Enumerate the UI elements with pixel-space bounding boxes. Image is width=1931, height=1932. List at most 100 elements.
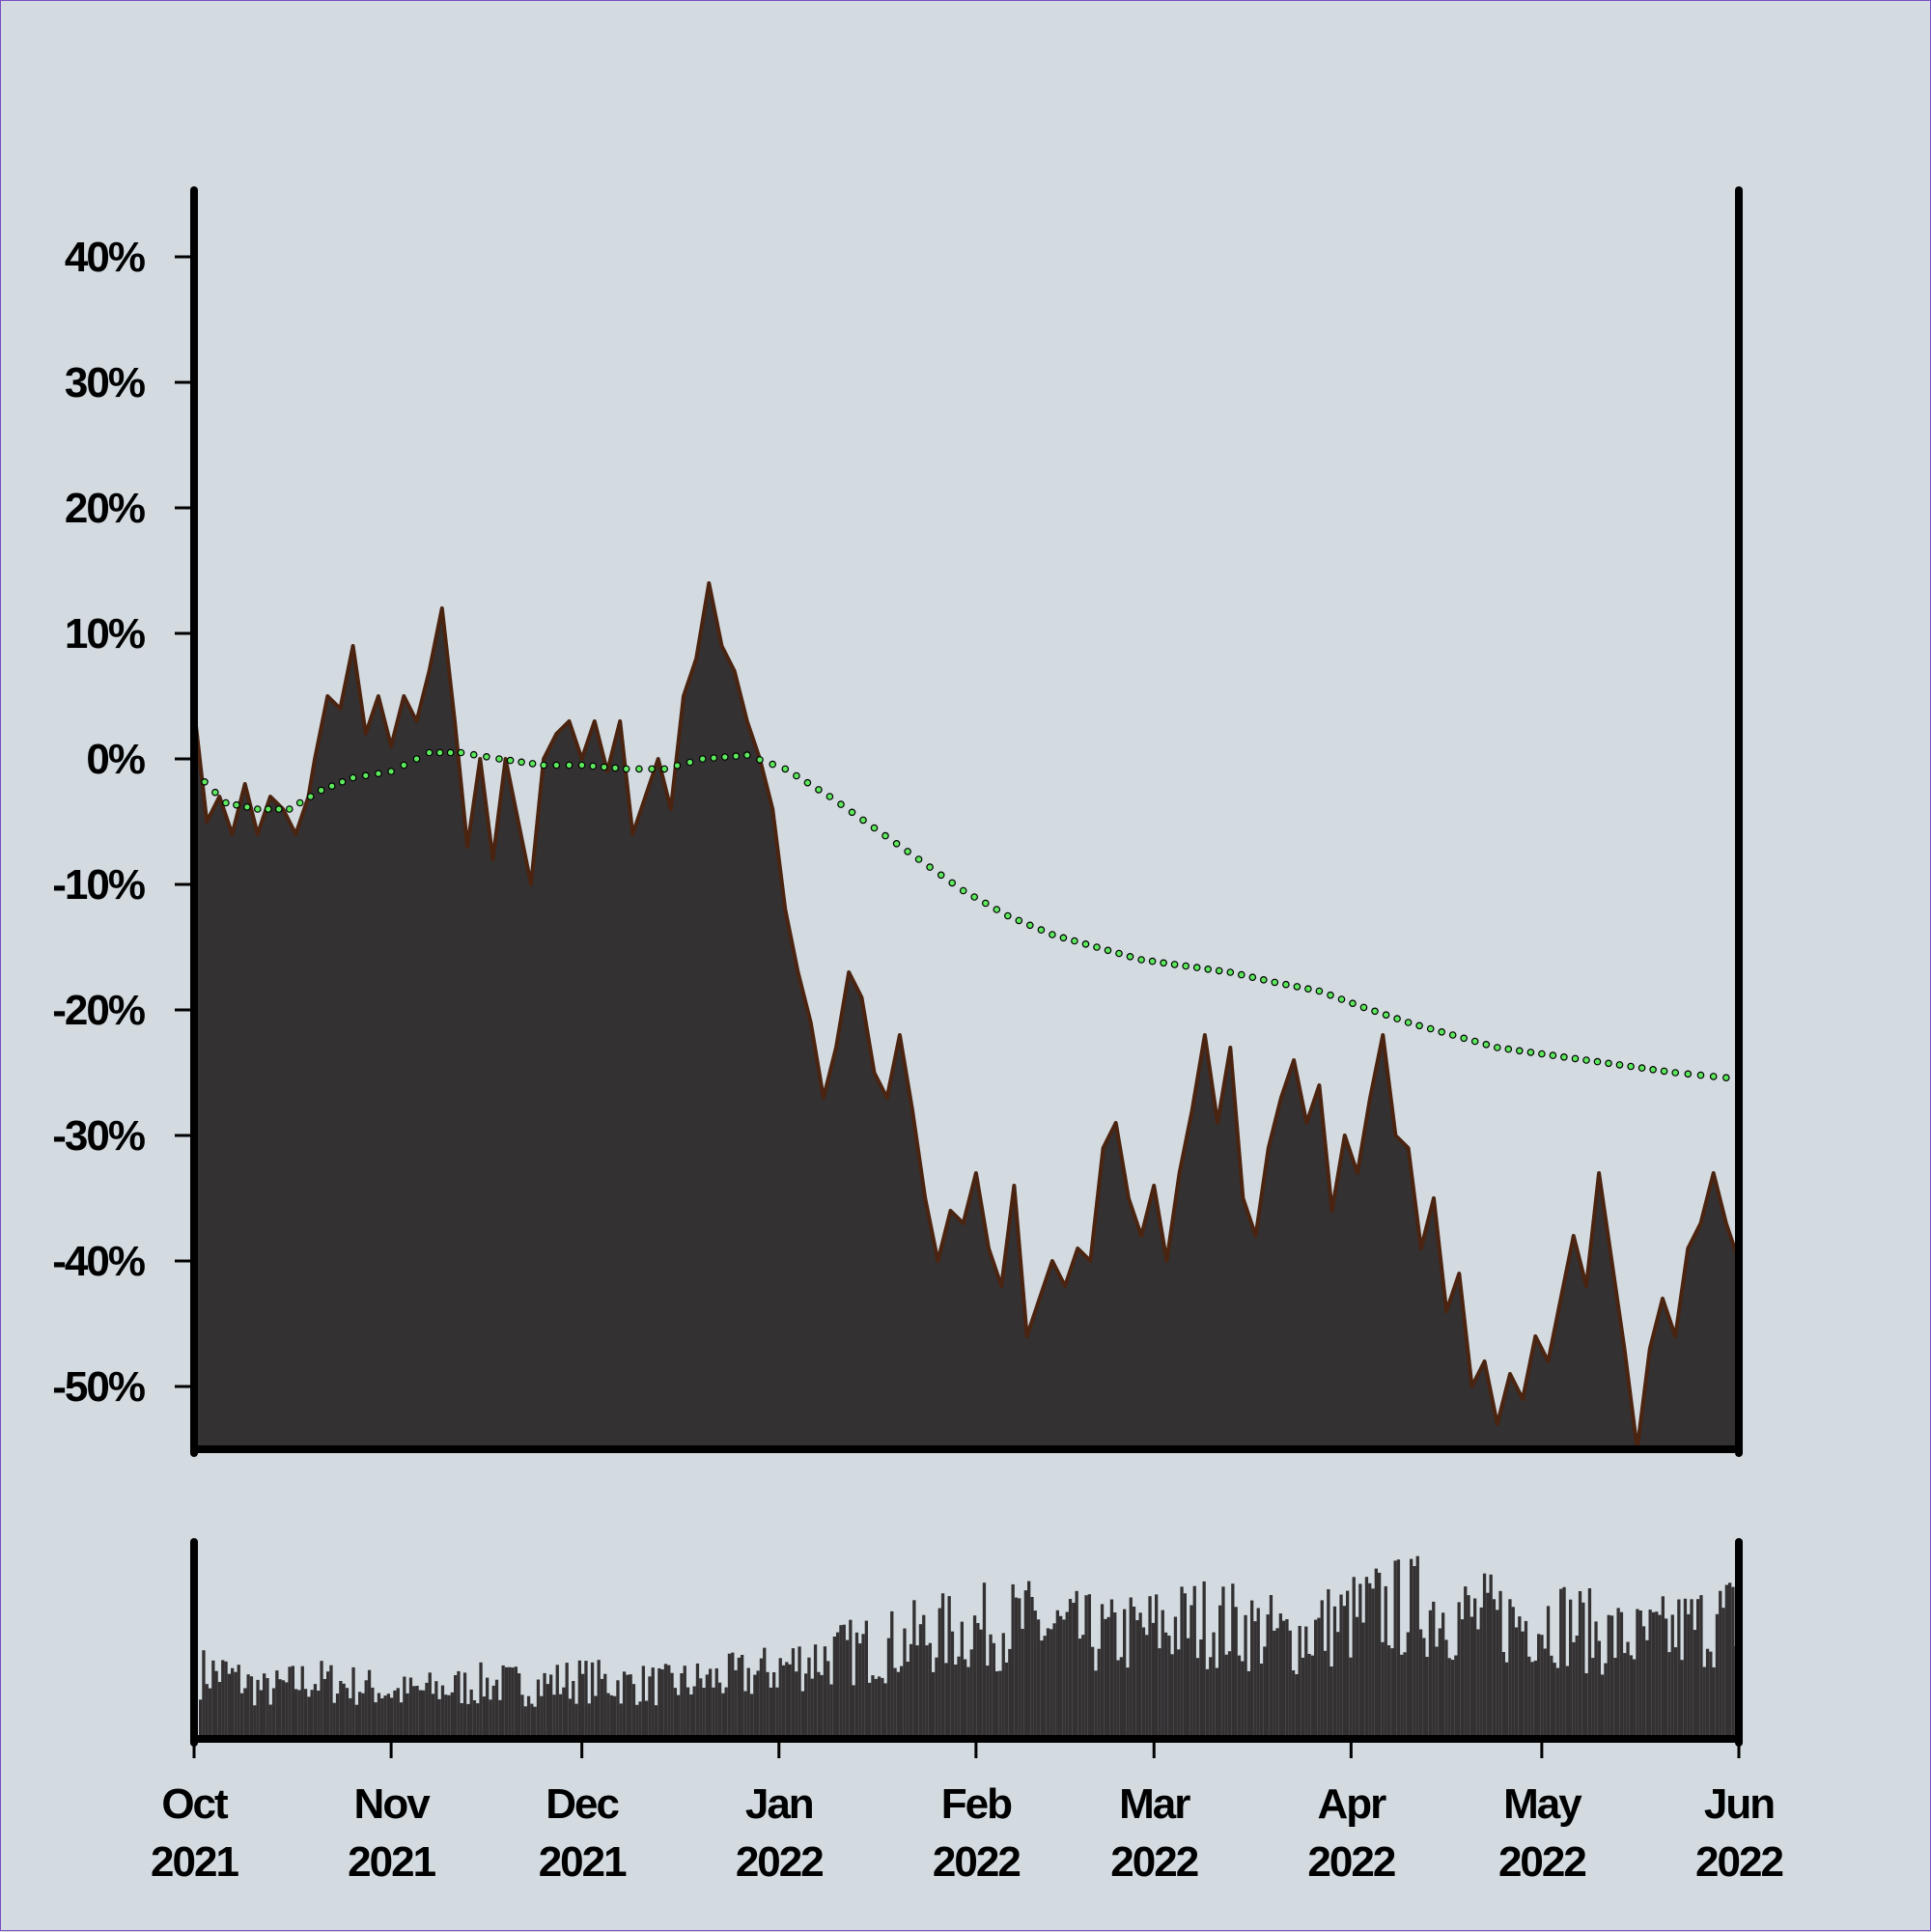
trend-dot [756, 756, 764, 764]
trend-dot [1571, 1054, 1580, 1063]
volume-bar [677, 1694, 681, 1739]
trend-dot [1684, 1070, 1693, 1078]
volume-bar [1241, 1661, 1245, 1739]
volume-bar [450, 1692, 454, 1739]
volume-bar [1575, 1636, 1579, 1739]
volume-bar [785, 1662, 789, 1739]
trend-dot [1415, 1022, 1423, 1030]
volume-bar [486, 1677, 490, 1739]
x-tick-month: Nov [354, 1780, 432, 1828]
volume-bar [893, 1667, 897, 1739]
volume-bar [772, 1672, 776, 1739]
x-tick-month: Dec [546, 1780, 619, 1828]
trend-dot [1526, 1049, 1535, 1056]
volume-bar [482, 1696, 486, 1739]
volume-bar [358, 1692, 362, 1739]
trend-dot [673, 762, 682, 770]
volume-bar [377, 1693, 381, 1739]
volume-bar [1075, 1590, 1078, 1739]
trend-dot [233, 800, 240, 809]
volume-bar [1100, 1604, 1105, 1739]
volume-bar [1227, 1651, 1232, 1739]
volume-bar [714, 1667, 718, 1739]
x-tick-month: May [1503, 1780, 1582, 1828]
trend-dot [948, 879, 957, 887]
x-tick-month: Oct [161, 1780, 229, 1828]
volume-bar [1604, 1663, 1608, 1739]
trend-dot [483, 752, 490, 761]
trend-dot [698, 755, 707, 763]
trend-dot [518, 758, 525, 767]
trend-dot [1182, 962, 1190, 970]
trend-dot [528, 760, 537, 768]
volume-bar [217, 1682, 222, 1739]
trend-dot [1081, 939, 1090, 948]
volume-bar [300, 1666, 304, 1739]
volume-bar [1001, 1633, 1005, 1739]
volume-bar [683, 1666, 686, 1739]
volume-bar [982, 1582, 987, 1739]
volume-bar [743, 1691, 747, 1739]
volume-bar [1364, 1577, 1369, 1739]
volume-bar [925, 1645, 929, 1739]
volume-bar [1673, 1647, 1678, 1739]
volume-bar [810, 1678, 814, 1739]
volume-bar [603, 1673, 607, 1739]
volume-bar [635, 1704, 639, 1739]
trend-dot [1115, 949, 1123, 958]
volume-bar [239, 1693, 244, 1739]
volume-bar [342, 1683, 346, 1739]
volume-bar [1550, 1655, 1553, 1739]
volume-bar [1052, 1623, 1056, 1739]
y-tick-label: -40% [52, 1238, 145, 1285]
trend-dot [211, 788, 219, 797]
volume-bar [1578, 1591, 1582, 1739]
volume-bar [1327, 1589, 1330, 1739]
volume-bar [1349, 1657, 1353, 1739]
volume-bar [434, 1681, 438, 1739]
volume-bar [1246, 1670, 1250, 1739]
volume-bar [202, 1650, 206, 1739]
trend-dot [1215, 966, 1223, 975]
volume-bar [1696, 1599, 1700, 1739]
volume-bar [237, 1665, 240, 1739]
volume-bar [259, 1690, 263, 1739]
y-tick-label: -30% [52, 1112, 145, 1160]
trend-dot [1148, 957, 1157, 966]
volume-bar [1540, 1635, 1544, 1739]
volume-bar [1731, 1586, 1735, 1739]
volume-bar [938, 1608, 941, 1739]
volume-bar [590, 1662, 595, 1739]
x-tick-year: 2022 [1307, 1838, 1394, 1886]
volume-bar [546, 1684, 549, 1739]
volume-bar [1129, 1597, 1133, 1739]
trend-dot [1709, 1073, 1718, 1080]
volume-bar [709, 1668, 713, 1739]
trend-dot [1093, 943, 1101, 951]
volume-bar [1619, 1611, 1624, 1739]
volume-bar [243, 1688, 247, 1739]
y-tick-label: 40% [65, 234, 145, 281]
volume-bar [1212, 1632, 1216, 1739]
volume-bar [861, 1634, 865, 1739]
volume-bar [1119, 1657, 1123, 1739]
volume-bar [1572, 1641, 1576, 1739]
volume-bar [1273, 1630, 1276, 1739]
volume-bar [1724, 1584, 1728, 1739]
volume-bar [734, 1669, 738, 1739]
volume-bar [775, 1687, 779, 1739]
volume-bar [1607, 1614, 1610, 1739]
volume-bar [1027, 1581, 1031, 1739]
volume-bar [1055, 1610, 1059, 1739]
volume-bar [1314, 1619, 1318, 1739]
trend-dot [1482, 1041, 1491, 1049]
volume-bar [600, 1678, 604, 1739]
trend-dot [1696, 1071, 1705, 1079]
volume-bar [1256, 1608, 1260, 1739]
volume-bar [1187, 1638, 1190, 1739]
volume-bar [998, 1670, 1002, 1739]
volume-bar [964, 1659, 967, 1739]
volume-bar [1378, 1572, 1382, 1739]
volume-bar [1629, 1655, 1633, 1739]
trend-dot [1549, 1051, 1557, 1059]
